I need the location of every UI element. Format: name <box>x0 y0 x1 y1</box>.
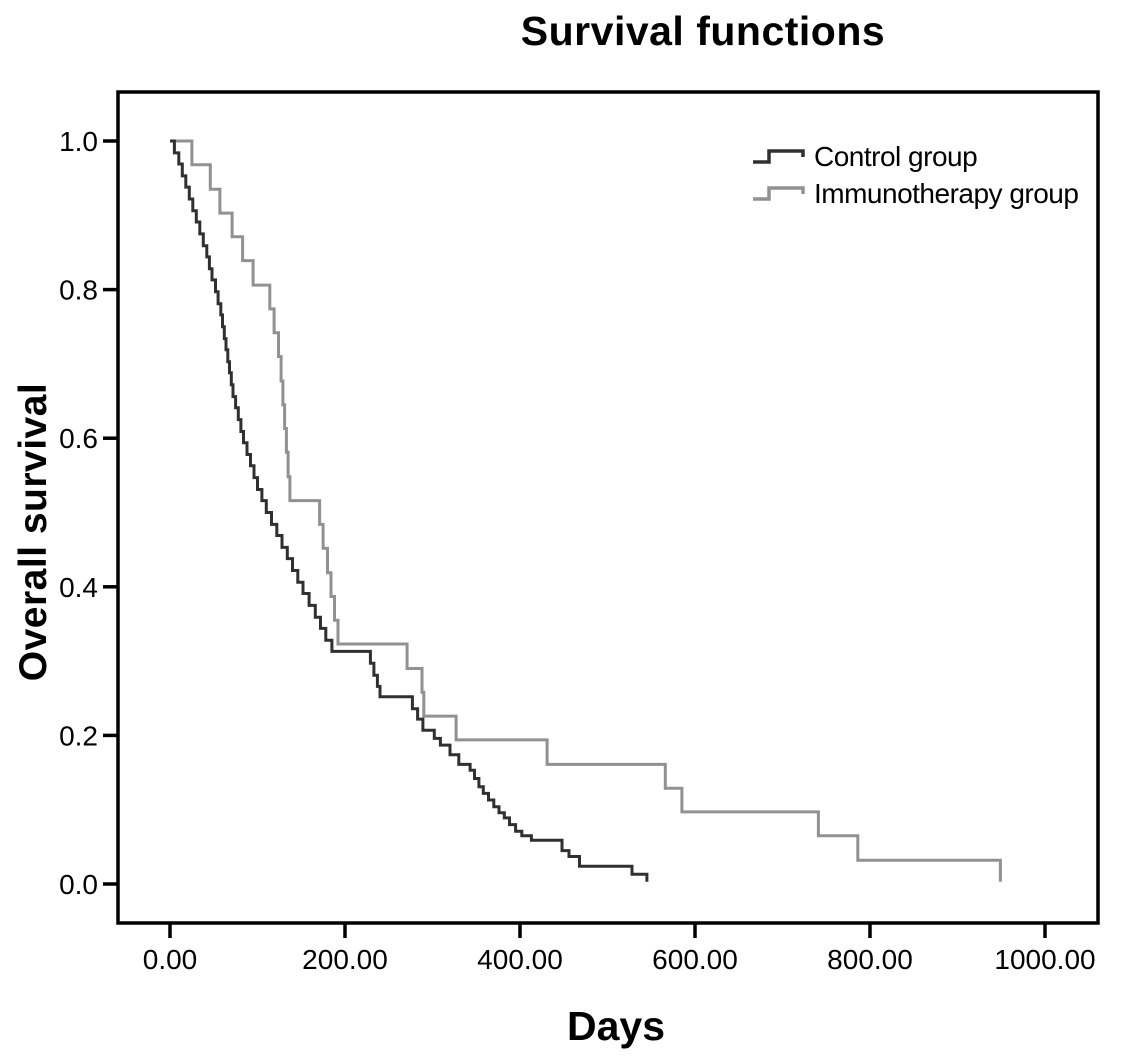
chart-title: Survival functions <box>520 8 886 54</box>
x-tick-label: 1000.00 <box>994 944 1095 975</box>
y-tick-label: 0.0 <box>59 869 98 900</box>
control-group-curve <box>170 139 649 882</box>
x-tick-label: 0.00 <box>143 944 198 975</box>
immunotherapy-group-step-icon <box>753 186 805 201</box>
plot-border <box>116 90 1100 925</box>
legend-label-immunotherapy: Immunotherapy group <box>814 178 1079 209</box>
x-tick-label: 400.00 <box>477 944 563 975</box>
immunotherapy-group-curve <box>170 139 1002 882</box>
x-axis-label: Days <box>566 1003 666 1049</box>
x-tick-label: 200.00 <box>302 944 388 975</box>
y-tick-label: 0.2 <box>59 720 98 751</box>
y-tick-label: 0.6 <box>59 423 98 454</box>
control-group-step-icon <box>753 149 805 164</box>
legend-label-control: Control group <box>814 141 978 172</box>
y-tick-label: 0.4 <box>59 572 98 603</box>
legend: Control group Immunotherapy group <box>751 141 1079 216</box>
legend-item-control: Control group <box>751 141 1078 172</box>
x-tick-label: 600.00 <box>652 944 738 975</box>
x-tick-label: 800.00 <box>827 944 913 975</box>
legend-item-immunotherapy: Immunotherapy group <box>751 178 1079 209</box>
y-tick-label: 0.8 <box>59 275 98 306</box>
y-tick-label: 1.0 <box>59 126 98 157</box>
